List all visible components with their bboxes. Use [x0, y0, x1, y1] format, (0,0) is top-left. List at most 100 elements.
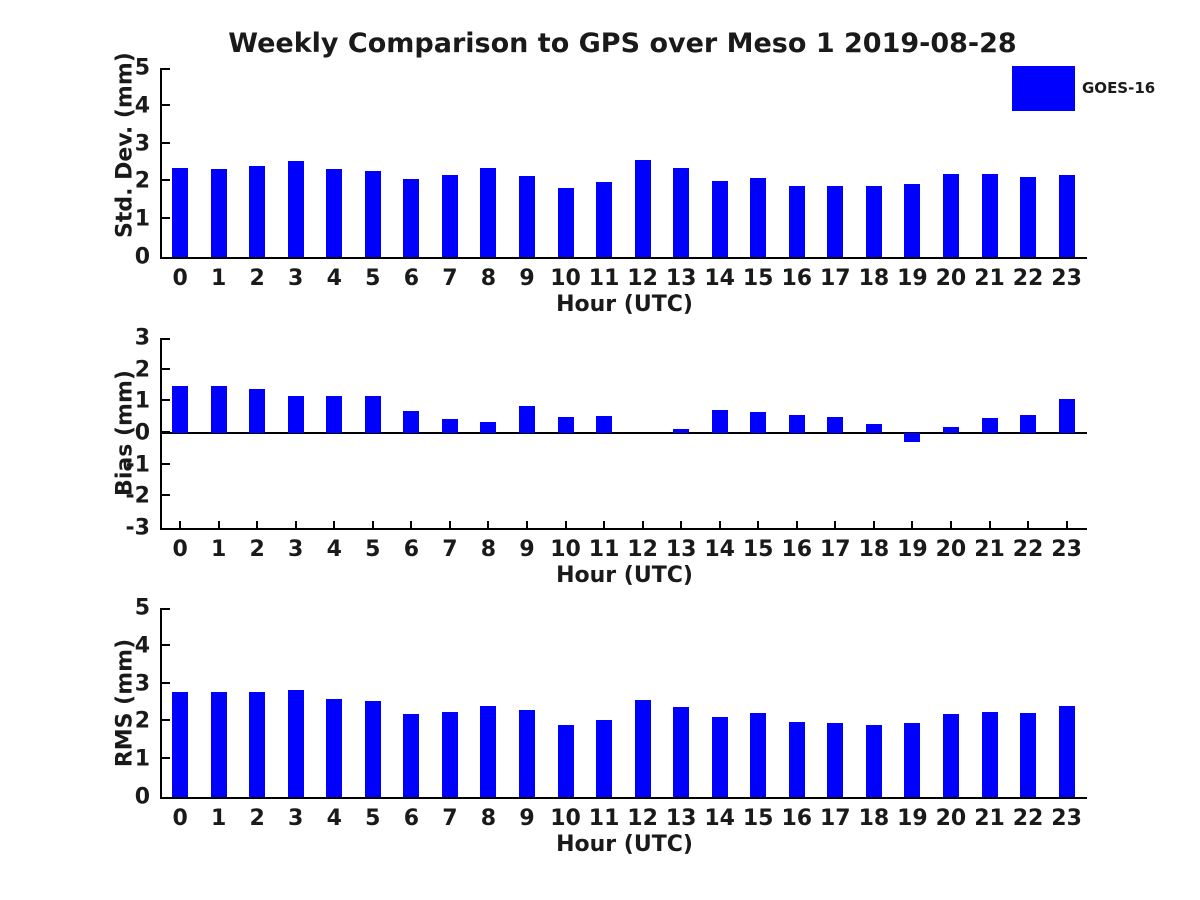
x-tick-label: 10 — [550, 806, 581, 831]
bar-hour-7 — [441, 712, 458, 797]
x-tick-mark — [834, 521, 837, 528]
x-tick-mark — [179, 521, 182, 528]
y-tick-mark — [162, 719, 170, 722]
y-tick-label: 0 — [134, 244, 150, 270]
x-tick-label: 7 — [442, 806, 458, 831]
bar-hour-8 — [480, 168, 497, 257]
x-tick-label: 11 — [588, 806, 620, 831]
x-tick-label: 22 — [1012, 537, 1044, 562]
x-tick-label: 12 — [627, 537, 658, 562]
y-tick-label: 0 — [134, 420, 150, 446]
bar-hour-2 — [249, 166, 266, 257]
bar-hour-21 — [981, 712, 998, 797]
legend-label: GOES-16 — [1082, 79, 1156, 97]
x-tick-label: 2 — [249, 537, 265, 562]
x-tick-label: 8 — [480, 537, 497, 562]
x-tick-label: 9 — [519, 266, 535, 291]
y-tick-label: 3 — [134, 325, 150, 351]
bar-hour-9 — [519, 710, 535, 797]
bar-hour-19 — [904, 722, 921, 797]
bar-hour-10 — [557, 725, 574, 797]
y-tick-mark — [162, 681, 170, 684]
x-tick-label: 20 — [935, 266, 967, 291]
x-tick-label: 16 — [781, 266, 813, 291]
x-tick-label: 19 — [897, 806, 928, 831]
x-tick-label: 8 — [480, 806, 497, 831]
x-tick-mark — [256, 521, 259, 528]
y-tick-mark — [162, 462, 170, 465]
legend-color-swatch — [1012, 66, 1075, 111]
figure-title: Weekly Comparison to GPS over Meso 1 201… — [228, 28, 1017, 59]
bar-hour-22 — [1020, 176, 1036, 257]
y-tick-label: 4 — [134, 93, 150, 119]
bar-hour-11 — [596, 415, 613, 433]
y-tick-mark — [162, 103, 170, 106]
bar-hour-20 — [942, 174, 959, 257]
bar-hour-11 — [596, 182, 613, 257]
zero-baseline — [162, 432, 1087, 434]
x-tick-label: 4 — [326, 266, 342, 291]
x-axis-label: Hour (UTC) — [556, 832, 693, 857]
x-tick-label: 19 — [897, 537, 928, 562]
x-tick-label: 20 — [935, 537, 967, 562]
bar-hour-23 — [1058, 705, 1075, 797]
x-tick-label: 5 — [365, 266, 381, 291]
bar-hour-11 — [596, 719, 613, 797]
bar-hour-15 — [750, 411, 767, 433]
y-tick-mark — [162, 68, 170, 70]
x-tick-label: 4 — [326, 806, 342, 831]
bar-hour-5 — [364, 700, 381, 797]
bar-hour-2 — [249, 691, 266, 797]
y-tick-label: 2 — [134, 357, 150, 383]
x-axis-label: Hour (UTC) — [556, 563, 693, 588]
y-tick-mark — [162, 217, 170, 220]
x-tick-mark — [217, 521, 220, 528]
bar-hour-8 — [480, 706, 497, 797]
bar-hour-13 — [673, 707, 690, 797]
bias-chart: -3 -2 -1 0 1 2 3 0 1 2 3 4 5 6 7 8 9 10 11 12 13 14 15 16 17 18 19… — [113, 326, 1087, 588]
bar-hour-3 — [287, 396, 304, 433]
bar-hour-5 — [364, 171, 381, 257]
bar-hour-2 — [249, 389, 266, 433]
y-tick-mark — [162, 338, 170, 340]
bar-hour-18 — [865, 724, 882, 797]
bar-hour-20 — [942, 713, 959, 797]
y-tick-label: 3 — [134, 671, 150, 697]
bar-hour-14 — [711, 716, 728, 797]
bar-hour-21 — [981, 417, 998, 433]
bar-hour-6 — [403, 179, 420, 257]
bar-hour-1 — [210, 385, 227, 433]
x-tick-mark — [603, 521, 606, 528]
x-tick-label: 10 — [550, 537, 581, 562]
x-tick-mark — [371, 521, 374, 528]
x-tick-label: 19 — [897, 266, 928, 291]
x-tick-label: 18 — [858, 266, 890, 291]
y-tick-label: 2 — [134, 168, 150, 194]
x-tick-mark — [988, 521, 991, 528]
x-tick-label: 23 — [1051, 806, 1082, 831]
x-tick-mark — [1065, 521, 1068, 528]
bar-hour-3 — [287, 160, 304, 257]
x-tick-label: 6 — [403, 266, 420, 291]
bar-hour-9 — [519, 176, 535, 257]
bar-hour-10 — [557, 187, 574, 257]
x-tick-label: 23 — [1051, 537, 1082, 562]
x-tick-label: 9 — [519, 537, 535, 562]
bar-hour-0 — [172, 385, 189, 433]
x-tick-label: 22 — [1012, 806, 1044, 831]
x-tick-label: 21 — [974, 806, 1005, 831]
x-tick-label: 0 — [172, 806, 188, 831]
x-axis-label: Hour (UTC) — [556, 292, 693, 317]
bar-hour-19 — [904, 184, 921, 257]
x-tick-label: 0 — [172, 266, 188, 291]
y-tick-mark — [162, 399, 170, 402]
x-tick-label: 8 — [480, 266, 497, 291]
bar-hour-13 — [673, 168, 690, 257]
bar-hour-7 — [441, 418, 458, 433]
y-tick-label: 2 — [134, 708, 150, 734]
x-tick-label: 5 — [365, 537, 381, 562]
x-tick-label: 22 — [1012, 266, 1044, 291]
x-tick-mark — [564, 521, 567, 528]
bar-hour-17 — [827, 416, 844, 434]
x-tick-label: 7 — [442, 266, 458, 291]
